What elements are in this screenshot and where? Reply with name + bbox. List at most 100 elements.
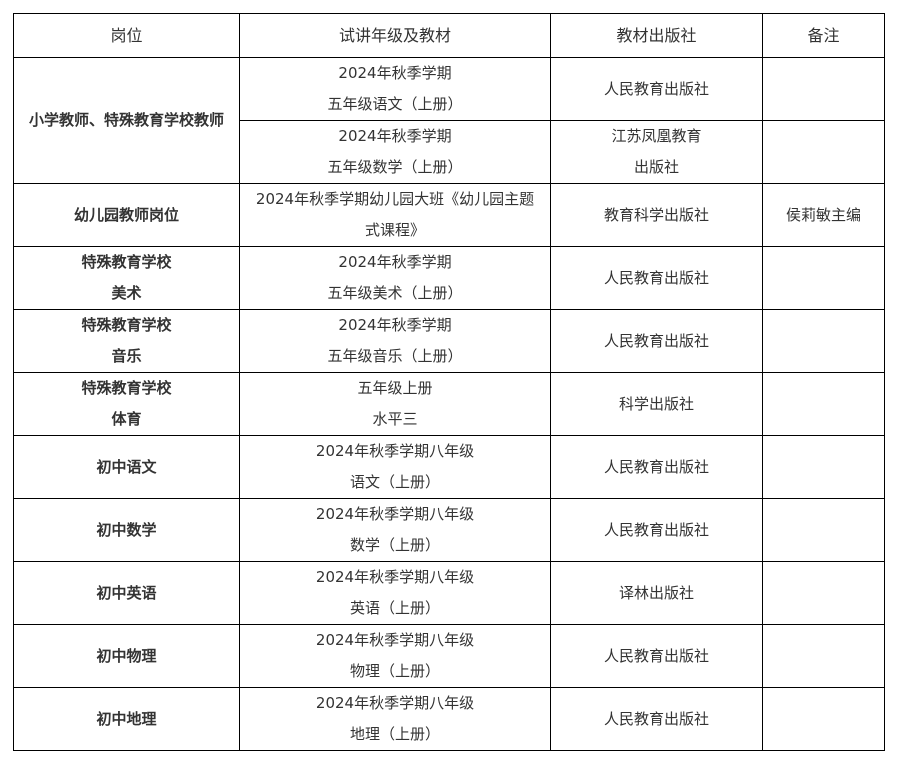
table-row: 特殊教育学校 美术 2024年秋季学期 五年级美术（上册） 人民教育出版社 [13, 246, 885, 310]
material-cell-line: 2024年秋季学期 [338, 127, 452, 145]
material-cell-line: 五年级语文（上册） [327, 95, 463, 113]
material-cell-line: 式课程》 [364, 221, 425, 239]
textbook-table: 岗位 试讲年级及教材 教材出版社 备注 小学教师、特殊教育学校教师 2024年秋季… [13, 13, 885, 751]
header-position: 岗位 [13, 13, 240, 58]
publisher-cell: 江苏凤凰教育 出版社 [550, 120, 763, 184]
material-cell-line: 2024年秋季学期八年级 [315, 442, 475, 460]
position-cell-line: 幼儿园教师岗位 [73, 205, 179, 224]
material-cell-line: 2024年秋季学期八年级 [315, 505, 475, 523]
publisher-cell-line: 人民教育出版社 [603, 331, 709, 350]
material-cell-line: 2024年秋季学期 [338, 253, 452, 271]
material-cell-line: 物理（上册） [349, 662, 440, 680]
note-cell [762, 246, 885, 310]
position-cell-line: 美术 [111, 284, 142, 302]
position-cell: 小学教师、特殊教育学校教师 [13, 57, 240, 184]
material-cell: 2024年秋季学期 五年级美术（上册） [239, 246, 551, 310]
material-cell-line: 2024年秋季学期 [338, 64, 452, 82]
material-cell-line: 英语（上册） [349, 599, 440, 617]
material-cell-line: 五年级美术（上册） [327, 284, 463, 302]
table-row: 小学教师、特殊教育学校教师 2024年秋季学期 五年级语文（上册） 人民教育出版社 [13, 57, 885, 184]
note-cell [762, 57, 885, 121]
material-cell: 2024年秋季学期 五年级语文（上册） [239, 57, 551, 121]
material-cell-line: 2024年秋季学期八年级 [315, 694, 475, 712]
material-cell: 2024年秋季学期八年级 数学（上册） [239, 498, 551, 562]
position-cell-line: 音乐 [111, 347, 142, 365]
publisher-cell: 人民教育出版社 [550, 57, 763, 121]
header-row: 岗位 试讲年级及教材 教材出版社 备注 [13, 13, 885, 58]
publisher-cell-line: 科学出版社 [618, 394, 694, 413]
material-cell: 2024年秋季学期 五年级音乐（上册） [239, 309, 551, 373]
material-cell-line: 语文（上册） [349, 473, 440, 491]
publisher-cell: 人民教育出版社 [550, 687, 763, 751]
publisher-cell: 人民教育出版社 [550, 624, 763, 688]
material-cell-line: 地理（上册） [349, 725, 440, 743]
position-cell-line: 初中数学 [96, 520, 157, 539]
material-cell-line: 五年级音乐（上册） [327, 347, 463, 365]
position-cell-line: 初中英语 [96, 583, 157, 602]
table-row: 初中语文 2024年秋季学期八年级 语文（上册） 人民教育出版社 [13, 435, 885, 499]
note-cell [762, 372, 885, 436]
publisher-cell-line: 教育科学出版社 [603, 205, 709, 224]
publisher-cell-line: 江苏凤凰教育 [611, 127, 702, 145]
material-cell: 2024年秋季学期八年级 英语（上册） [239, 561, 551, 625]
position-cell: 幼儿园教师岗位 [13, 183, 240, 247]
table-row: 初中英语 2024年秋季学期八年级 英语（上册） 译林出版社 [13, 561, 885, 625]
table-row: 2024年秋季学期 五年级数学（上册） 江苏凤凰教育 出版社 [14, 120, 885, 184]
table-row: 幼儿园教师岗位 2024年秋季学期幼儿园大班《幼儿园主题 式课程》 教育科学出版社 侯莉… [13, 183, 885, 247]
publisher-cell-line: 人民教育出版社 [603, 520, 709, 539]
header-note: 备注 [762, 13, 885, 58]
publisher-cell-line: 译林出版社 [618, 583, 694, 602]
position-cell: 初中英语 [13, 561, 240, 625]
material-cell: 2024年秋季学期八年级 语文（上册） [239, 435, 551, 499]
position-cell: 特殊教育学校 音乐 [13, 309, 240, 373]
header-material: 试讲年级及教材 [239, 13, 551, 58]
publisher-cell: 译林出版社 [550, 561, 763, 625]
material-cell-line: 五年级上册 [357, 379, 433, 397]
table-row: 特殊教育学校 音乐 2024年秋季学期 五年级音乐（上册） 人民教育出版社 [13, 309, 885, 373]
publisher-cell: 人民教育出版社 [550, 435, 763, 499]
note-cell [762, 309, 885, 373]
header-publisher: 教材出版社 [550, 13, 763, 58]
position-cell-line: 初中语文 [96, 457, 157, 476]
material-cell-line: 2024年秋季学期幼儿园大班《幼儿园主题 [255, 190, 535, 208]
note-cell [762, 561, 885, 625]
publisher-cell-line: 人民教育出版社 [603, 268, 709, 287]
publisher-cell: 人民教育出版社 [550, 498, 763, 562]
position-cell-line: 特殊教育学校 [81, 316, 172, 334]
material-cell-line: 2024年秋季学期八年级 [315, 631, 475, 649]
position-cell-line: 初中地理 [96, 709, 157, 728]
position-cell-line: 特殊教育学校 [81, 253, 172, 271]
table-row: 初中数学 2024年秋季学期八年级 数学（上册） 人民教育出版社 [13, 498, 885, 562]
position-cell: 初中物理 [13, 624, 240, 688]
position-cell: 特殊教育学校 体育 [13, 372, 240, 436]
material-cell-line: 2024年秋季学期 [338, 316, 452, 334]
publisher-cell-line: 人民教育出版社 [603, 709, 709, 728]
note-cell [762, 435, 885, 499]
publisher-cell-line: 人民教育出版社 [603, 79, 709, 98]
position-cell: 特殊教育学校 美术 [13, 246, 240, 310]
publisher-cell-line: 出版社 [633, 158, 679, 176]
position-cell: 初中地理 [13, 687, 240, 751]
table-row: 初中物理 2024年秋季学期八年级 物理（上册） 人民教育出版社 [13, 624, 885, 688]
note-cell [762, 687, 885, 751]
note-cell [762, 498, 885, 562]
position-cell: 初中语文 [13, 435, 240, 499]
material-cell: 2024年秋季学期幼儿园大班《幼儿园主题 式课程》 [239, 183, 551, 247]
publisher-cell: 教育科学出版社 [550, 183, 763, 247]
position-cell: 初中数学 [13, 498, 240, 562]
note-cell [762, 120, 885, 184]
table-row: 特殊教育学校 体育 五年级上册 水平三 科学出版社 [13, 372, 885, 436]
material-cell: 2024年秋季学期八年级 地理（上册） [239, 687, 551, 751]
material-cell-line: 数学（上册） [349, 536, 440, 554]
material-cell: 五年级上册 水平三 [239, 372, 551, 436]
publisher-cell-line: 人民教育出版社 [603, 457, 709, 476]
material-cell-line: 五年级数学（上册） [327, 158, 463, 176]
note-cell [762, 624, 885, 688]
table-row: 初中地理 2024年秋季学期八年级 地理（上册） 人民教育出版社 [13, 687, 885, 751]
material-cell-line: 水平三 [372, 410, 418, 428]
publisher-cell: 人民教育出版社 [550, 246, 763, 310]
position-cell-line: 体育 [111, 410, 142, 428]
publisher-cell: 科学出版社 [550, 372, 763, 436]
position-cell-line: 特殊教育学校 [81, 379, 172, 397]
publisher-cell: 人民教育出版社 [550, 309, 763, 373]
